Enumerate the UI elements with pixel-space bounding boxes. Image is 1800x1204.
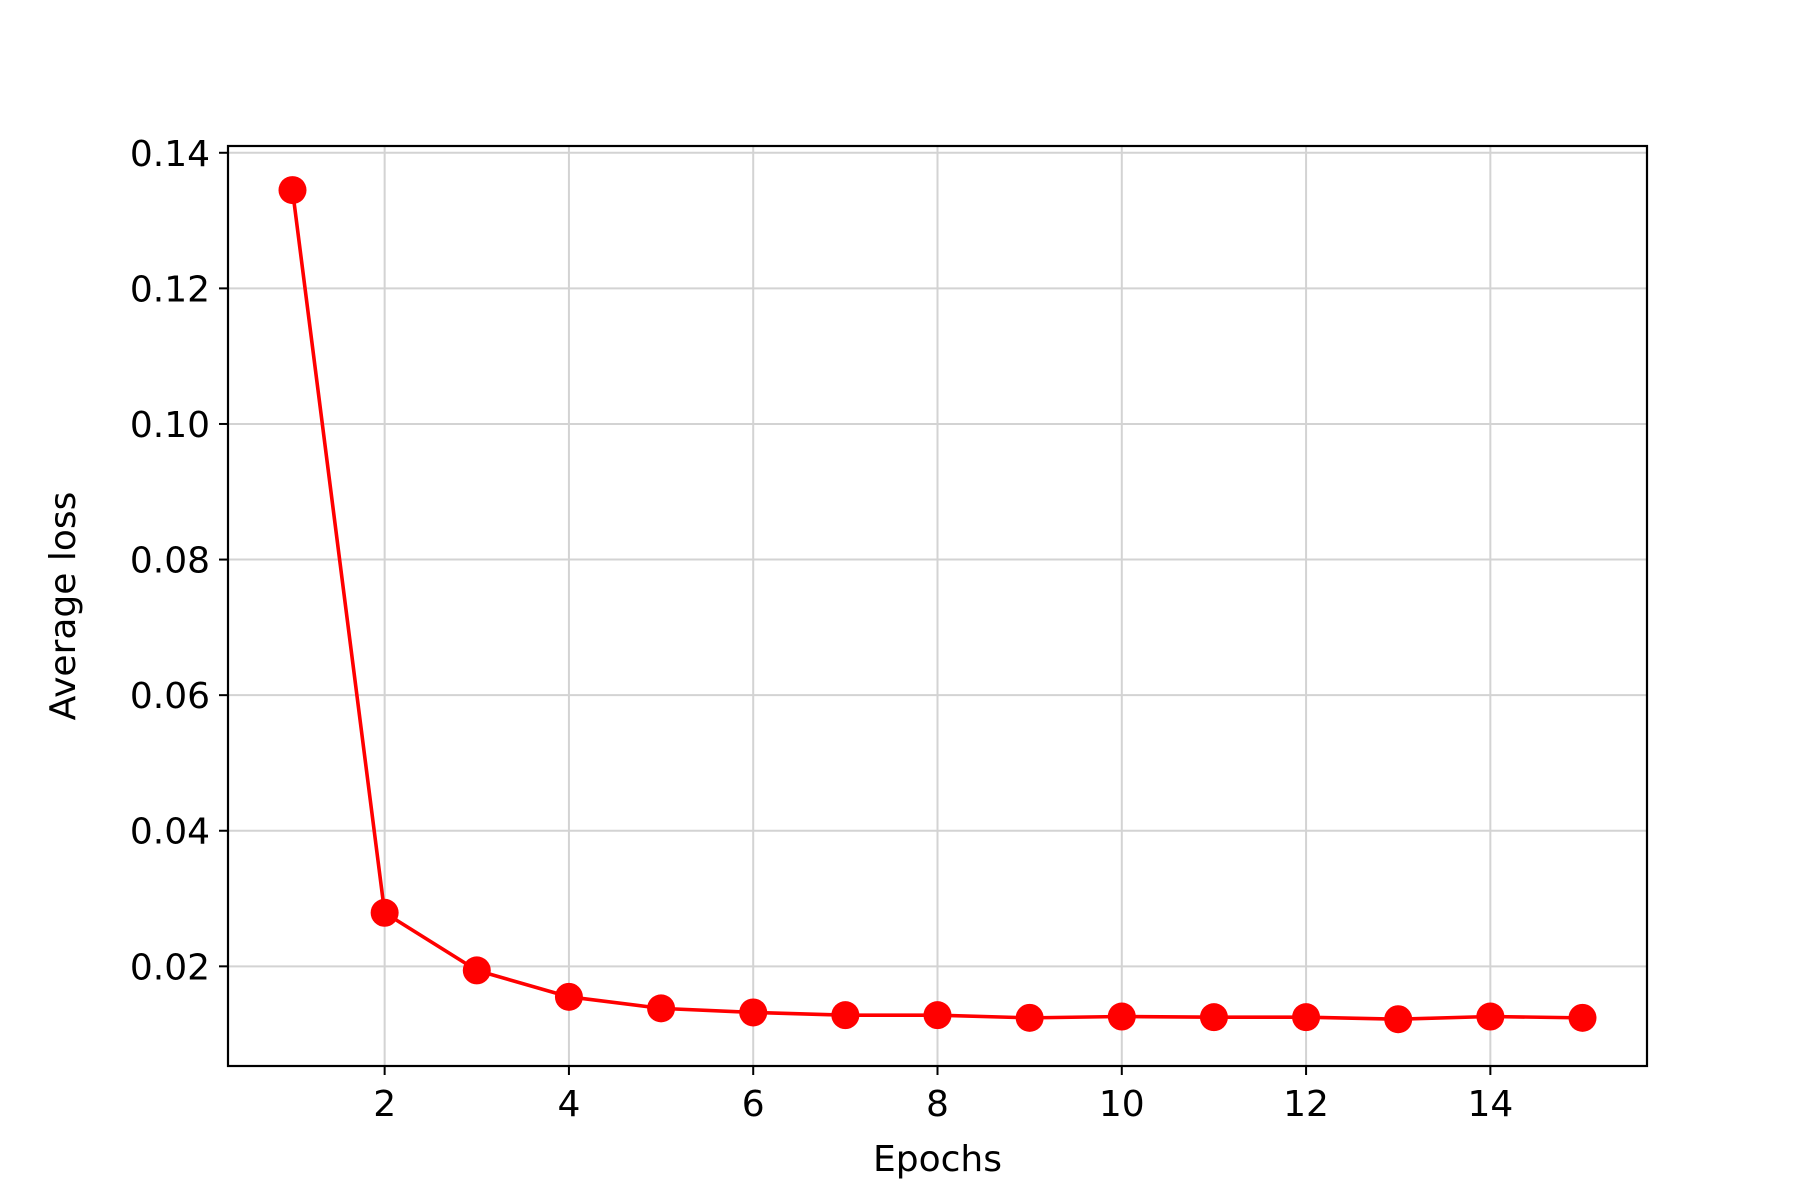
data-point [739, 998, 768, 1027]
data-point [1476, 1002, 1505, 1031]
data-point [1568, 1003, 1597, 1032]
x-tick-label: 12 [1283, 1084, 1329, 1125]
data-point [831, 1001, 860, 1030]
y-tick-label: 0.14 [130, 134, 210, 175]
data-point [1384, 1005, 1413, 1034]
data-point [554, 982, 583, 1011]
data-point [1199, 1003, 1228, 1032]
y-tick-label: 0.12 [130, 269, 210, 310]
y-tick-label: 0.10 [130, 405, 210, 446]
y-tick-label: 0.02 [130, 947, 210, 988]
x-tick-label: 6 [742, 1084, 765, 1125]
grid [228, 146, 1647, 1066]
y-axis-label: Average loss [43, 492, 84, 721]
data-point [1015, 1003, 1044, 1032]
data-point [647, 994, 676, 1023]
x-tick-label: 10 [1099, 1084, 1145, 1125]
y-tick-label: 0.04 [130, 812, 210, 853]
y-tick-label: 0.08 [130, 541, 210, 582]
x-tick-label: 4 [557, 1084, 580, 1125]
ticks [219, 151, 1492, 1075]
series-markers [278, 176, 1597, 1034]
x-tick-label: 14 [1467, 1084, 1513, 1125]
y-tick-label: 0.06 [130, 676, 210, 717]
data-point [1107, 1002, 1136, 1031]
data-point [1292, 1003, 1321, 1032]
tick-labels: 2 4 6 8 10 12 14 0.02 0.04 0.06 0.08 0.10 0.12 0.14 [130, 134, 1513, 1125]
data-point [462, 956, 491, 985]
data-point [278, 176, 307, 205]
x-tick-label: 2 [373, 1084, 396, 1125]
data-point [370, 898, 399, 927]
x-axis-label: Epochs [873, 1139, 1002, 1180]
x-tick-label: 8 [926, 1084, 949, 1125]
data-point [923, 1001, 952, 1030]
